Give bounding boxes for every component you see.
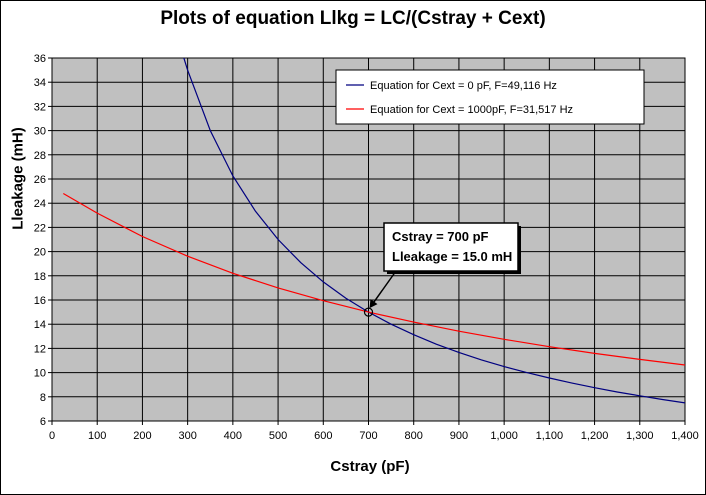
x-tick-label: 1,000 bbox=[490, 430, 518, 442]
y-tick-label: 32 bbox=[34, 101, 46, 113]
annotation-text: Cstray = 700 pF bbox=[392, 229, 489, 244]
x-tick-label: 400 bbox=[224, 430, 242, 442]
x-tick-label: 800 bbox=[405, 430, 423, 442]
y-tick-label: 10 bbox=[34, 368, 46, 380]
annotation-text: Lleakage = 15.0 mH bbox=[392, 249, 512, 264]
x-tick-label: 200 bbox=[133, 430, 151, 442]
y-tick-label: 30 bbox=[34, 126, 46, 138]
y-tick-label: 28 bbox=[34, 150, 46, 162]
y-tick-label: 20 bbox=[34, 247, 46, 259]
series-line-2 bbox=[62, 192, 685, 366]
y-tick-label: 22 bbox=[34, 222, 46, 234]
x-tick-label: 700 bbox=[359, 430, 377, 442]
x-tick-label: 0 bbox=[49, 430, 55, 442]
x-tick-label: 600 bbox=[314, 430, 332, 442]
annotation-pointer bbox=[371, 270, 397, 305]
y-tick-label: 36 bbox=[34, 53, 46, 65]
x-tick-label: 900 bbox=[450, 430, 468, 442]
x-axis-label: Cstray (pF) bbox=[330, 458, 410, 475]
x-tick-label: 1,400 bbox=[671, 430, 699, 442]
chart-title: Plots of equation Llkg = LC/(Cstray + Ce… bbox=[160, 8, 546, 29]
x-tick-label: 500 bbox=[269, 430, 287, 442]
x-tick-label: 300 bbox=[178, 430, 196, 442]
y-tick-label: 12 bbox=[34, 343, 46, 355]
x-tick-label: 100 bbox=[88, 430, 106, 442]
annotation-arrowhead bbox=[369, 299, 378, 309]
y-tick-label: 16 bbox=[34, 295, 46, 307]
legend-box bbox=[335, 69, 645, 125]
x-tick-label: 1,200 bbox=[581, 430, 609, 442]
y-tick-label: 18 bbox=[34, 271, 46, 283]
legend-label: Equation for Cext = 0 pF, F=49,116 Hz bbox=[370, 80, 557, 92]
y-tick-label: 26 bbox=[34, 174, 46, 186]
plot-border bbox=[51, 57, 686, 422]
x-tick-label: 1,300 bbox=[626, 430, 654, 442]
intersection-marker bbox=[363, 307, 374, 317]
y-tick-label: 6 bbox=[40, 416, 46, 428]
y-tick-label: 14 bbox=[34, 319, 46, 331]
legend-label: Equation for Cext = 1000pF, F=31,517 Hz bbox=[370, 104, 573, 116]
y-tick-label: 34 bbox=[34, 77, 46, 89]
y-tick-label: 24 bbox=[34, 198, 46, 210]
y-tick-label: 8 bbox=[40, 392, 46, 404]
x-tick-label: 1,100 bbox=[536, 430, 564, 442]
series-line-1 bbox=[183, 58, 685, 404]
annotation-box bbox=[383, 222, 519, 272]
